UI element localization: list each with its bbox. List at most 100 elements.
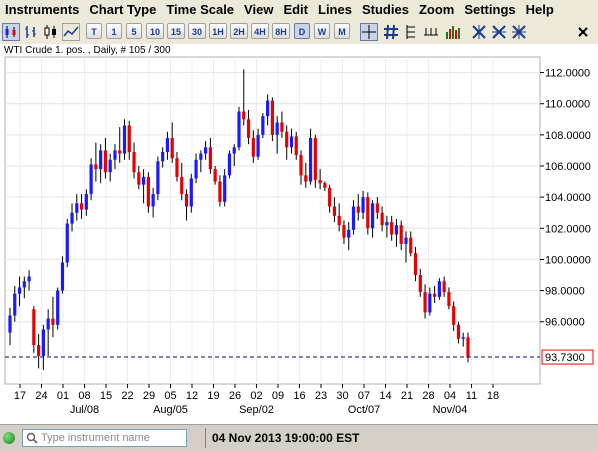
candle bbox=[175, 151, 179, 182]
candle bbox=[189, 173, 193, 213]
menu-help[interactable]: Help bbox=[525, 2, 554, 17]
volume-icon[interactable] bbox=[444, 23, 462, 41]
menu-view[interactable]: View bbox=[244, 2, 274, 17]
candle bbox=[75, 194, 79, 221]
y-tick-label: 110.0000 bbox=[545, 99, 590, 111]
line-chart-icon[interactable] bbox=[62, 23, 80, 41]
candle bbox=[466, 332, 470, 363]
zoom-out-icon[interactable] bbox=[490, 23, 508, 41]
candle bbox=[299, 150, 303, 185]
candle bbox=[132, 142, 136, 179]
candle bbox=[113, 144, 117, 170]
zoom-in-icon[interactable] bbox=[470, 23, 488, 41]
candle-body bbox=[161, 151, 165, 162]
candle bbox=[84, 189, 88, 216]
grid-icon[interactable] bbox=[382, 23, 400, 41]
candle-body bbox=[132, 151, 136, 173]
candle-body bbox=[399, 225, 403, 244]
candle bbox=[399, 220, 403, 251]
candle-body bbox=[251, 137, 255, 157]
status-bar: 04 Nov 2013 19:00:00 EST bbox=[0, 424, 598, 451]
candle-body bbox=[8, 315, 12, 333]
candle-body bbox=[418, 275, 422, 293]
candle-body bbox=[32, 309, 36, 346]
candle-body bbox=[122, 125, 127, 154]
close-chart-icon[interactable] bbox=[574, 23, 592, 41]
candle-body bbox=[27, 276, 31, 282]
menu-edit[interactable]: Edit bbox=[283, 2, 308, 17]
candle bbox=[223, 169, 227, 207]
connection-status-icon bbox=[3, 432, 15, 444]
chart-style-icon[interactable] bbox=[2, 23, 20, 41]
candlestick-chart[interactable]: 93.7300 96.0000 98.0000 100.0000 102.0000 10… bbox=[0, 44, 598, 424]
price-scale-icon[interactable] bbox=[402, 23, 420, 41]
candle bbox=[447, 287, 451, 310]
candle-body bbox=[189, 178, 193, 207]
x-tick-label: 22 bbox=[121, 390, 133, 402]
chart-overlay: 93.7300 bbox=[5, 349, 594, 365]
x-month-label: Jul/08 bbox=[70, 404, 99, 416]
x-month-label: Nov/04 bbox=[433, 404, 468, 416]
menu-chart-type[interactable]: Chart Type bbox=[89, 2, 157, 17]
candle-body bbox=[308, 137, 313, 182]
candle bbox=[433, 285, 437, 304]
timeframe-10min-button[interactable]: 10 bbox=[146, 23, 164, 39]
timeframe-weekly-button[interactable]: W bbox=[314, 23, 330, 39]
crosshair-icon[interactable] bbox=[360, 23, 378, 41]
candle-body bbox=[413, 253, 418, 275]
candle-body bbox=[299, 155, 303, 176]
candle bbox=[17, 276, 22, 307]
candle bbox=[37, 334, 41, 369]
candle-body bbox=[127, 125, 131, 152]
candle-body bbox=[213, 169, 217, 182]
y-tick-label: 100.0000 bbox=[545, 254, 591, 266]
candle bbox=[237, 106, 241, 151]
timeframe-daily-button[interactable]: D bbox=[294, 23, 310, 39]
menu-studies[interactable]: Studies bbox=[361, 2, 409, 17]
candle bbox=[27, 270, 31, 291]
timeframe-8h-button[interactable]: 8H bbox=[272, 23, 290, 39]
zoom-fit-icon[interactable] bbox=[510, 23, 528, 41]
candle-body bbox=[70, 212, 74, 224]
candle-body bbox=[17, 287, 22, 294]
candle-body bbox=[118, 150, 122, 154]
time-scale-icon[interactable] bbox=[422, 23, 440, 41]
timeframe-4h-button[interactable]: 4H bbox=[251, 23, 269, 39]
timeframe-tick-button[interactable]: T bbox=[86, 23, 102, 39]
candle-chart-icon[interactable] bbox=[42, 23, 60, 41]
timeframe-15min-button[interactable]: 15 bbox=[167, 23, 185, 39]
candle bbox=[89, 158, 93, 201]
candle-body bbox=[361, 197, 365, 213]
menu-zoom[interactable]: Zoom bbox=[418, 2, 455, 17]
candle-body bbox=[433, 293, 437, 297]
candle-body bbox=[141, 176, 146, 185]
candle bbox=[351, 200, 356, 235]
candle-body bbox=[347, 229, 351, 238]
candle bbox=[208, 137, 212, 174]
timeframe-30min-button[interactable]: 30 bbox=[188, 23, 206, 39]
timeframe-1min-button[interactable]: 1 bbox=[106, 23, 122, 39]
menu-time-scale[interactable]: Time Scale bbox=[166, 2, 235, 17]
candle-body bbox=[165, 137, 170, 152]
candle-body bbox=[237, 111, 241, 148]
bar-chart-icon[interactable] bbox=[22, 23, 40, 41]
timeframe-5min-button[interactable]: 5 bbox=[126, 23, 142, 39]
menu-instruments[interactable]: Instruments bbox=[5, 2, 80, 17]
cursor-date-readout: 04 Nov 2013 19:00:00 EST bbox=[212, 431, 360, 445]
menu-settings[interactable]: Settings bbox=[464, 2, 516, 17]
timeframe-2h-button[interactable]: 2H bbox=[230, 23, 248, 39]
candle-body bbox=[227, 153, 232, 176]
candle-body bbox=[89, 164, 93, 195]
candle-body bbox=[452, 306, 456, 325]
candle bbox=[347, 222, 351, 251]
candle-body bbox=[380, 212, 384, 226]
instrument-search-input[interactable] bbox=[22, 429, 187, 447]
menu-lines[interactable]: Lines bbox=[318, 2, 352, 17]
x-tick-label: 12 bbox=[186, 390, 198, 402]
candle-body bbox=[289, 136, 294, 148]
candle bbox=[251, 130, 255, 163]
chart-panel[interactable]: 93.7300 96.0000 98.0000 100.0000 102.0000 10… bbox=[0, 44, 598, 424]
timeframe-monthly-button[interactable]: M bbox=[334, 23, 350, 39]
timeframe-1h-button[interactable]: 1H bbox=[209, 23, 227, 39]
candle bbox=[46, 309, 50, 356]
